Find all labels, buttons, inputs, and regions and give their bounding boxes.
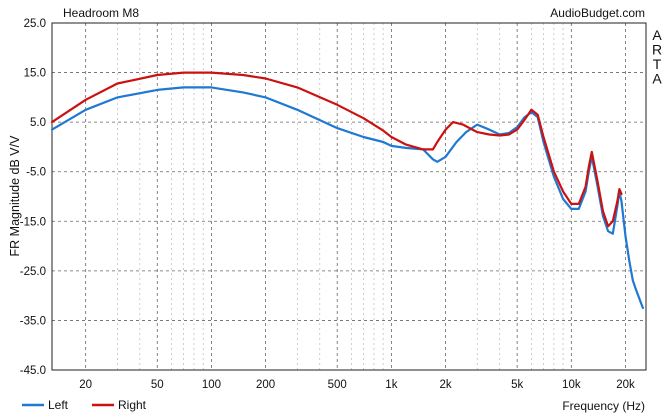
x-tick-label: 50 bbox=[151, 379, 164, 391]
series-line-left bbox=[50, 86, 645, 310]
y-tick-label: 25.0 bbox=[24, 18, 46, 30]
x-tick-label: 5k bbox=[511, 379, 523, 391]
x-tick-labels: 20 50 100 200 500 1k 2k 5k 10k 20k bbox=[79, 379, 635, 391]
y-tick-label: 15.0 bbox=[24, 68, 46, 80]
x-tick-label: 200 bbox=[256, 379, 275, 391]
x-tick-label: 10k bbox=[562, 379, 581, 391]
side-label-letter: A bbox=[652, 71, 662, 87]
y-tick-label: -5.0 bbox=[26, 167, 46, 179]
series-line-right bbox=[50, 71, 623, 228]
y-tick-label: -45.0 bbox=[20, 365, 46, 377]
legend: Left Right bbox=[22, 398, 147, 412]
x-tick-label: 2k bbox=[439, 379, 451, 391]
x-tick-label: 20 bbox=[79, 379, 92, 391]
y-tick-label: 5.0 bbox=[30, 117, 46, 129]
x-axis-label: Frequency (Hz) bbox=[562, 399, 645, 413]
x-tick-label: 20k bbox=[616, 379, 635, 391]
series-layer bbox=[50, 71, 645, 310]
legend-label-right: Right bbox=[118, 398, 147, 412]
major-gridlines bbox=[52, 23, 646, 370]
y-axis-label: FR Magnitude dB V/V bbox=[8, 135, 22, 257]
x-tick-label: 500 bbox=[328, 379, 347, 391]
y-tick-label: -35.0 bbox=[20, 315, 46, 327]
y-tick-label: -15.0 bbox=[20, 216, 46, 228]
y-tick-labels: 25.0 15.0 5.0 -5.0 -15.0 -25.0 -35.0 -45.0 bbox=[20, 18, 46, 377]
side-label-letter: T bbox=[653, 56, 662, 72]
y-tick-label: -25.0 bbox=[20, 266, 46, 278]
source-label: AudioBudget.com bbox=[550, 6, 645, 20]
side-label-letter: A bbox=[652, 27, 662, 43]
side-label-letter: R bbox=[652, 42, 662, 58]
x-tick-label: 1k bbox=[385, 379, 397, 391]
plot-frame bbox=[51, 22, 647, 371]
chart-title: Headroom M8 bbox=[63, 6, 139, 20]
legend-label-left: Left bbox=[48, 398, 69, 412]
x-tick-label: 100 bbox=[202, 379, 221, 391]
